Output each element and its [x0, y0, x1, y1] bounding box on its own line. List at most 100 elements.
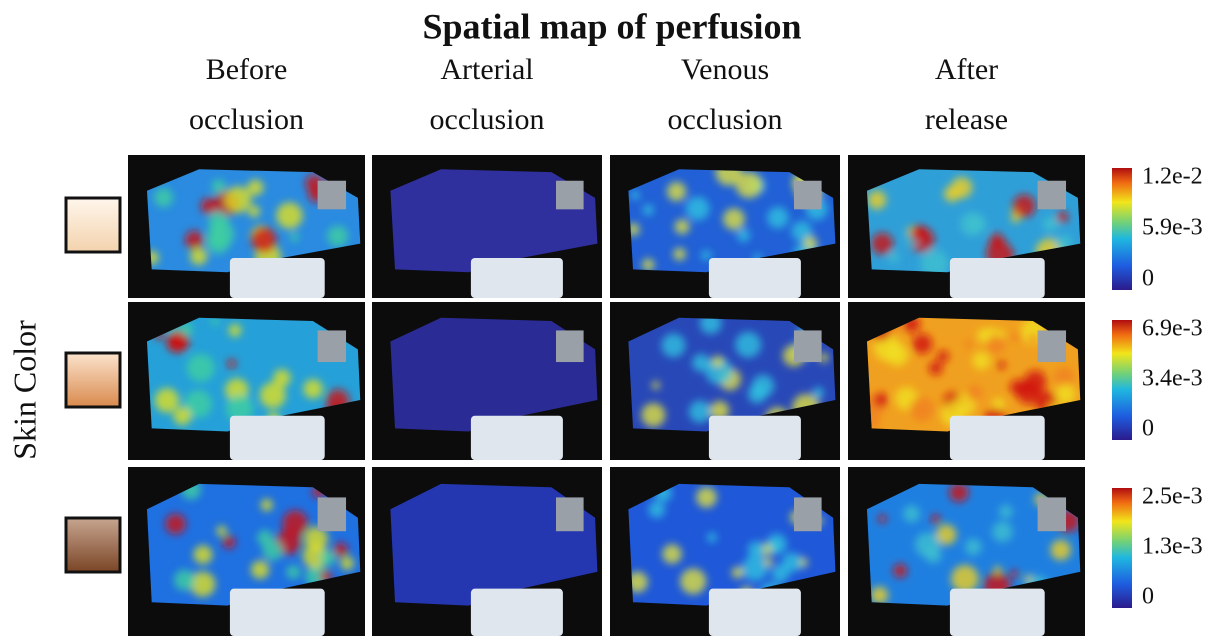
spot [165, 514, 186, 535]
spot [937, 350, 949, 362]
clip-device [556, 181, 584, 210]
spot [227, 359, 236, 368]
spot [812, 387, 824, 399]
skin-swatch [66, 353, 120, 407]
spot [174, 570, 195, 591]
colorbar [1112, 168, 1132, 290]
spot [723, 208, 745, 230]
cuff [709, 258, 801, 298]
spot [1013, 194, 1036, 217]
spot [712, 356, 724, 368]
spot [737, 229, 750, 242]
spot [251, 227, 277, 253]
spot [1010, 570, 1018, 578]
clip-device [556, 497, 584, 531]
spot [642, 259, 654, 271]
clip-device [318, 330, 346, 362]
spot [871, 233, 893, 255]
title: Spatial map of perfusion [422, 6, 801, 46]
spot [912, 334, 932, 354]
clip-device [794, 330, 822, 362]
clip-device [1038, 497, 1066, 531]
clip-device [556, 330, 584, 362]
spot [248, 205, 260, 217]
spot [999, 505, 1012, 518]
spot [212, 179, 226, 193]
column-header: occlusion [430, 103, 545, 136]
spot [201, 198, 217, 214]
cuff [230, 589, 325, 636]
cuff [230, 258, 325, 298]
spot [964, 340, 973, 349]
spot [283, 510, 308, 535]
cuff [709, 416, 801, 460]
image-panel [128, 302, 365, 460]
spot [965, 539, 982, 556]
cuff [471, 589, 563, 636]
colorbar [1112, 488, 1132, 608]
spot [967, 385, 983, 401]
spot [1010, 379, 1027, 396]
spot [977, 328, 991, 342]
colorbar-label: 1.2e-2 [1142, 164, 1203, 190]
spot [273, 369, 291, 387]
spot [290, 233, 299, 242]
spot [216, 526, 227, 537]
spot [286, 565, 300, 579]
row-axis-label: Skin Color [6, 320, 42, 460]
spot [209, 211, 229, 231]
spot [707, 533, 717, 543]
image-panel [848, 302, 1085, 460]
column-header: occlusion [189, 103, 304, 136]
cuff [950, 416, 1045, 460]
figure: Spatial map of perfusion Skin Color Befo… [0, 0, 1229, 636]
cuff [950, 589, 1045, 636]
colorbar-label: 5.9e-3 [1142, 215, 1203, 241]
spot [951, 177, 972, 198]
column-header: Arterial [440, 53, 533, 86]
clip-device [794, 181, 822, 210]
column-header: Before [206, 53, 288, 86]
spot [193, 545, 212, 564]
spot [696, 487, 717, 508]
spot [689, 401, 711, 423]
column-header: occlusion [668, 103, 783, 136]
cuff [950, 258, 1045, 298]
spot [742, 555, 768, 581]
image-panel [610, 302, 840, 460]
spot [648, 501, 665, 518]
spot [782, 553, 802, 573]
spot [951, 565, 979, 593]
spot [748, 541, 765, 558]
clip-device [318, 181, 346, 210]
spot [996, 329, 1005, 338]
colorbar-label: 0 [1142, 266, 1154, 292]
spot [262, 540, 283, 561]
spot [889, 252, 900, 263]
spot [931, 514, 940, 523]
spot [968, 215, 986, 233]
spot [173, 407, 191, 425]
spot [340, 556, 354, 570]
column-header: Venous [681, 53, 769, 86]
image-panel [610, 467, 840, 636]
clip-device [794, 497, 822, 531]
spot [949, 483, 968, 502]
spot [225, 186, 252, 213]
spot [732, 567, 744, 579]
cuff [471, 416, 563, 460]
column-header: After [935, 53, 998, 86]
spot [641, 403, 665, 427]
image-panel [848, 467, 1085, 636]
spot [911, 225, 928, 242]
spot [871, 587, 889, 605]
colorbar [1112, 320, 1132, 440]
clip-device [1038, 330, 1066, 362]
colorbar-label: 2.5e-3 [1142, 484, 1203, 510]
spot [662, 544, 682, 564]
image-panel [372, 302, 602, 460]
skin-swatch [66, 518, 120, 572]
image-panel [372, 467, 602, 636]
spot [276, 202, 302, 228]
spot [261, 499, 273, 511]
